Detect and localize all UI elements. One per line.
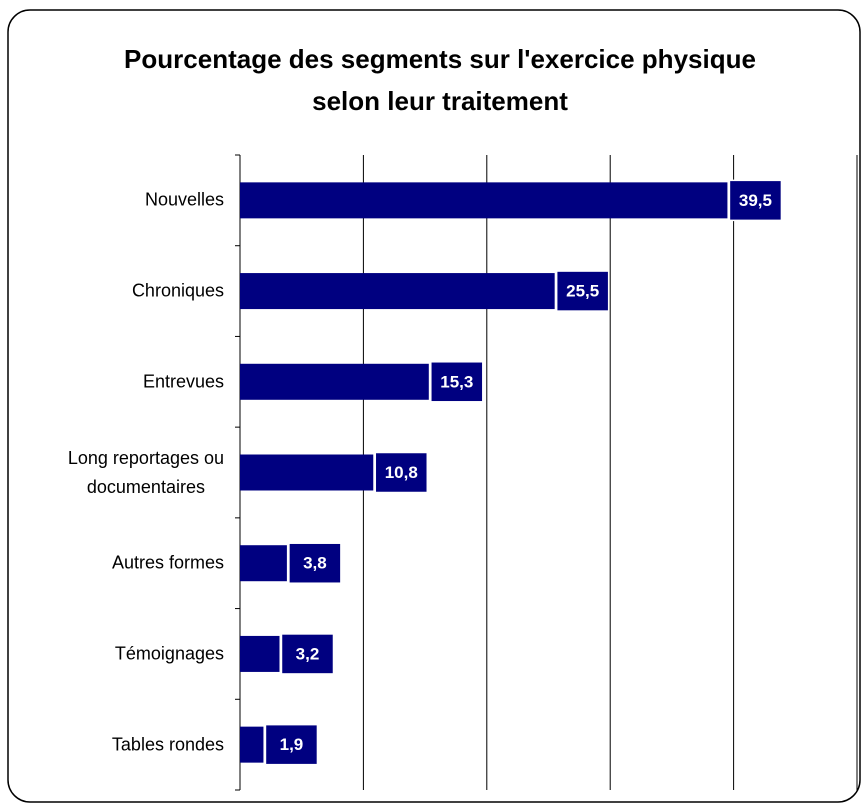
value-label-box [288, 542, 342, 584]
value-label: 10,8 [385, 463, 418, 482]
bar [240, 454, 374, 491]
bar [240, 363, 429, 400]
value-label-box [555, 270, 610, 312]
value-label: 39,5 [739, 191, 772, 210]
value-label: 15,3 [440, 372, 473, 391]
value-label: 3,2 [296, 644, 320, 663]
bar [240, 635, 280, 672]
y-tick-label: Entrevues [142, 371, 224, 392]
bar [240, 182, 728, 219]
bar [240, 545, 287, 582]
value-label: 25,5 [566, 282, 599, 301]
bar [240, 726, 264, 763]
value-label: 3,8 [303, 554, 327, 573]
y-tick-label: Nouvelles [144, 189, 224, 210]
value-label-box [430, 361, 484, 403]
value-label-box [728, 179, 783, 222]
chart-title: Pourcentage des segments sur l'exercice … [124, 44, 756, 116]
y-tick-label: Long reportages ou documentaires [67, 447, 224, 497]
y-tick-label: Chroniques [131, 280, 224, 301]
y-tick-label: Autres formes [111, 552, 224, 573]
value-label-box [374, 451, 429, 494]
value-label-box [264, 723, 319, 766]
value-label-box [280, 633, 335, 675]
frame [7, 9, 861, 803]
value-label: 1,9 [280, 735, 304, 754]
y-tick-label: Témoignages [114, 643, 224, 664]
bar [240, 273, 555, 310]
y-tick-label: Tables rondes [111, 734, 224, 755]
